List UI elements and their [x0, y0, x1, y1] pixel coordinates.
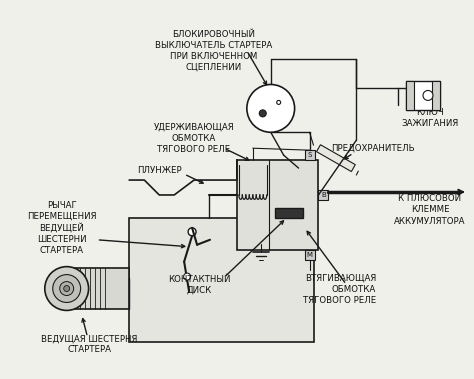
- Bar: [305, 250, 315, 260]
- Circle shape: [60, 282, 73, 296]
- Text: ПЛУНЖЕР: ПЛУНЖЕР: [137, 166, 182, 175]
- Bar: [432, 80, 440, 110]
- Text: ВЕДУЩАЯ ШЕСТЕРНЯ
СТАРТЕРА: ВЕДУЩАЯ ШЕСТЕРНЯ СТАРТЕРА: [41, 334, 138, 354]
- Text: ПРЕДОХРАНИТЕЛЬ: ПРЕДОХРАНИТЕЛЬ: [331, 144, 415, 153]
- Bar: [319, 190, 328, 200]
- Circle shape: [423, 91, 433, 100]
- Bar: [305, 150, 315, 160]
- Circle shape: [45, 267, 89, 310]
- Text: БЛОКИРОВОЧНЫЙ
ВЫКЛЮЧАТЕЛЬ СТАРТЕРА
ПРИ ВКЛЮЧЕННОМ
СЦЕПЛЕНИИ: БЛОКИРОВОЧНЫЙ ВЫКЛЮЧАТЕЛЬ СТАРТЕРА ПРИ В…: [155, 30, 273, 72]
- Bar: [406, 80, 440, 110]
- Circle shape: [64, 285, 70, 291]
- Text: К ПЛЮСОВОЙ
КЛЕММЕ
АККУМУЛЯТОРА: К ПЛЮСОВОЙ КЛЕММЕ АККУМУЛЯТОРА: [394, 194, 466, 226]
- Circle shape: [277, 100, 281, 104]
- Bar: [317, 145, 356, 172]
- Text: ВТЯГИВАЮЩАЯ
ОБМОТКА
ТЯГОВОГО РЕЛЕ: ВТЯГИВАЮЩАЯ ОБМОТКА ТЯГОВОГО РЕЛЕ: [303, 274, 376, 305]
- Text: РЫЧАГ
ПЕРЕМЕЩЕНИЯ
ВЕДУЩЕЙ
ШЕСТЕРНИ
СТАРТЕРА: РЫЧАГ ПЕРЕМЕЩЕНИЯ ВЕДУЩЕЙ ШЕСТЕРНИ СТАРТ…: [27, 200, 96, 255]
- Circle shape: [188, 228, 196, 236]
- Circle shape: [183, 273, 191, 280]
- Text: КЛЮЧ
ЗАЖИГАНИЯ: КЛЮЧ ЗАЖИГАНИЯ: [401, 108, 459, 128]
- Circle shape: [247, 85, 295, 132]
- Bar: [275, 208, 302, 218]
- Text: B: B: [321, 192, 326, 198]
- Bar: [64, 268, 129, 309]
- Text: M: M: [307, 252, 312, 258]
- Circle shape: [259, 110, 266, 117]
- Text: S: S: [307, 152, 312, 158]
- Circle shape: [53, 275, 81, 302]
- Text: КОНТАКТНЫЙ
ДИСК: КОНТАКТНЫЙ ДИСК: [168, 274, 230, 294]
- Bar: [237, 160, 319, 250]
- Text: УДЕРЖИВАЮЩАЯ
ОБМОТКА
ТЯГОВОГО РЕЛЕ: УДЕРЖИВАЮЩАЯ ОБМОТКА ТЯГОВОГО РЕЛЕ: [154, 123, 235, 154]
- Bar: [129, 218, 313, 342]
- Bar: [406, 80, 414, 110]
